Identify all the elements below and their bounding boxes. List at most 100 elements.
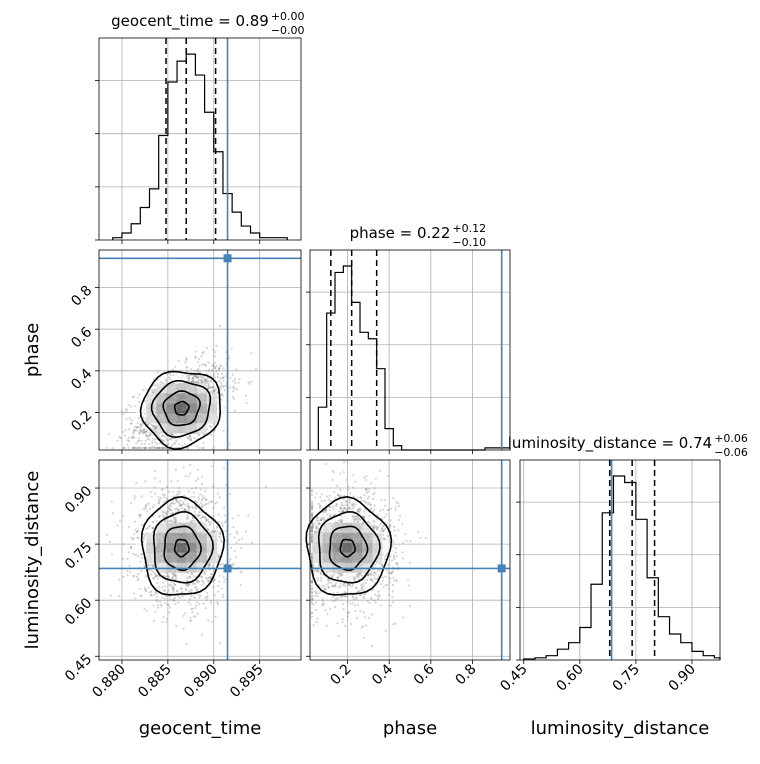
- sample-point: [137, 422, 139, 424]
- sample-point: [218, 380, 220, 382]
- sample-point: [158, 515, 160, 517]
- sample-point: [156, 595, 158, 597]
- sample-point: [392, 497, 394, 499]
- sample-point: [212, 485, 214, 487]
- density-cell: [156, 383, 166, 393]
- sample-point: [219, 575, 221, 577]
- sample-point: [124, 434, 126, 436]
- sample-point: [205, 577, 207, 579]
- panel-title-geocent_time: geocent_time = 0.89: [111, 12, 269, 31]
- sample-point: [175, 625, 177, 627]
- sample-point: [220, 365, 222, 367]
- sample-point: [335, 582, 337, 584]
- sample-point: [140, 443, 142, 445]
- sample-point: [328, 582, 330, 584]
- sample-point: [134, 521, 136, 523]
- sample-point: [198, 365, 200, 367]
- sample-point: [202, 495, 204, 497]
- sample-point: [182, 595, 184, 597]
- sample-point: [339, 472, 341, 474]
- sample-point: [344, 625, 346, 627]
- sample-point: [347, 486, 349, 488]
- sample-point: [142, 431, 144, 433]
- sample-point: [211, 385, 213, 387]
- sample-point: [212, 447, 214, 449]
- sample-point: [167, 575, 169, 577]
- sample-point: [245, 530, 247, 532]
- sample-point: [138, 440, 140, 442]
- sample-point: [399, 515, 401, 517]
- sample-point: [324, 609, 326, 611]
- sample-point: [373, 505, 375, 507]
- sample-point: [172, 490, 174, 492]
- sample-point: [165, 513, 167, 515]
- sample-point: [172, 598, 174, 600]
- sample-point: [171, 573, 173, 575]
- sample-point: [372, 498, 374, 500]
- sample-point: [118, 595, 120, 597]
- sample-point: [201, 476, 203, 478]
- sample-point: [213, 375, 215, 377]
- sample-point: [224, 578, 226, 580]
- sample-point: [182, 615, 184, 617]
- panel-geocent_time-vs-phase: [95, 250, 301, 454]
- density-cell: [217, 403, 227, 413]
- sample-point: [165, 621, 167, 623]
- sample-point: [129, 417, 131, 419]
- sample-point: [137, 579, 139, 581]
- sample-point: [128, 551, 130, 553]
- sample-point: [350, 623, 352, 625]
- sample-point: [370, 578, 372, 580]
- sample-point: [245, 402, 247, 404]
- sample-point: [134, 405, 136, 407]
- density-cell: [166, 533, 176, 543]
- sample-point: [143, 429, 145, 431]
- sample-point: [162, 493, 164, 495]
- sample-point: [240, 584, 242, 586]
- sample-point: [184, 361, 186, 363]
- sample-point: [208, 577, 210, 579]
- sample-point: [158, 500, 160, 502]
- sample-point: [223, 468, 225, 470]
- sample-point: [409, 540, 411, 542]
- sample-point: [341, 502, 343, 504]
- sample-point: [164, 590, 166, 592]
- sample-point: [311, 591, 313, 593]
- sample-point: [219, 496, 221, 498]
- sample-point: [173, 442, 175, 444]
- sample-point: [169, 374, 171, 376]
- sample-point: [393, 529, 395, 531]
- sample-point: [133, 498, 135, 500]
- sample-point: [140, 427, 142, 429]
- sample-point: [321, 500, 323, 502]
- sample-point: [183, 466, 185, 468]
- sample-point: [143, 533, 145, 535]
- sample-point: [332, 575, 334, 577]
- sample-point: [145, 440, 147, 442]
- sample-point: [130, 547, 132, 549]
- sample-point: [199, 447, 201, 449]
- sample-point: [208, 387, 210, 389]
- sample-point: [191, 487, 193, 489]
- sample-point: [326, 625, 328, 627]
- sample-point: [398, 505, 400, 507]
- sample-point: [333, 491, 335, 493]
- sample-point: [189, 472, 191, 474]
- sample-point: [182, 503, 184, 505]
- sample-point: [311, 504, 313, 506]
- panel-title-sup: +0.06: [714, 432, 748, 445]
- sample-point: [145, 431, 147, 433]
- density-cell: [197, 523, 207, 533]
- sample-point: [150, 424, 152, 426]
- sample-point: [363, 477, 365, 479]
- sample-point: [247, 514, 249, 516]
- sample-point: [383, 538, 385, 540]
- sample-point: [373, 527, 375, 529]
- sample-point: [189, 439, 191, 441]
- sample-point: [122, 576, 124, 578]
- sample-point: [328, 586, 330, 588]
- sample-point: [164, 598, 166, 600]
- sample-point: [193, 370, 195, 372]
- sample-point: [122, 431, 124, 433]
- sample-point: [379, 510, 381, 512]
